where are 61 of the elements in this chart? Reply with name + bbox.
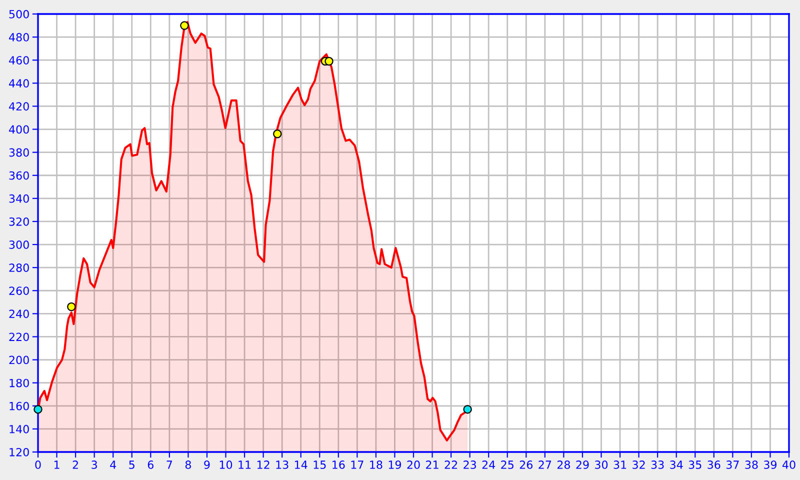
y-tick-label: 160 xyxy=(10,402,29,410)
x-tick-label: 7 xyxy=(166,460,172,469)
y-tick-label: 220 xyxy=(9,332,29,342)
x-tick-label: 20 xyxy=(407,460,420,469)
x-tick-label: 15 xyxy=(314,460,326,469)
y-tick-label: 120 xyxy=(10,448,29,456)
y-tick-label: 460 xyxy=(9,56,29,64)
x-tick-label: 25 xyxy=(501,460,514,469)
x-tick-label: 13 xyxy=(276,460,288,469)
x-tick-label: 31 xyxy=(614,460,626,469)
x-tick-label: 33 xyxy=(651,460,664,469)
x-tick-label: 38 xyxy=(745,460,758,469)
y-tick-label: 500 xyxy=(9,10,29,18)
x-tick-label: 27 xyxy=(538,460,552,469)
x-tick-label: 4 xyxy=(110,460,116,469)
y-tick-label: 260 xyxy=(9,286,29,296)
x-tick-label: 10 xyxy=(220,460,232,469)
x-tick-label: 23 xyxy=(464,460,476,469)
x-tick-label: 12 xyxy=(257,460,270,469)
x-tick-label: 8 xyxy=(185,460,191,469)
x-tick-label: 2 xyxy=(72,460,78,469)
x-tick-label: 24 xyxy=(482,460,496,469)
x-tick-label: 19 xyxy=(388,460,402,469)
y-tick-label: 400 xyxy=(9,125,29,134)
x-tick-label: 11 xyxy=(238,460,251,469)
y-tick-label: 180 xyxy=(10,378,29,388)
x-tick-label: 9 xyxy=(204,460,210,469)
x-tick-label: 6 xyxy=(148,460,154,469)
x-tick-label: 39 xyxy=(764,460,777,469)
y-tick-label: 140 xyxy=(10,424,29,434)
x-tick-label: 16 xyxy=(332,460,345,469)
y-tick-label: 280 xyxy=(9,264,29,272)
y-tick-label: 200 xyxy=(9,356,29,364)
x-tick-label: 29 xyxy=(576,460,589,469)
x-tick-label: 5 xyxy=(129,460,134,469)
x-tick-label: 21 xyxy=(426,460,438,469)
y-tick-label: 340 xyxy=(9,194,29,203)
x-tick-label: 26 xyxy=(520,460,533,469)
y-tick-label: 300 xyxy=(9,240,29,249)
x-tick-label: 34 xyxy=(670,460,683,469)
x-tick-label: 36 xyxy=(708,460,720,469)
x-tick-label: 0 xyxy=(35,460,41,469)
x-tick-label: 18 xyxy=(370,460,382,469)
x-tick-label: 35 xyxy=(688,460,702,469)
y-tick-label: 380 xyxy=(9,148,29,157)
x-tick-label: 37 xyxy=(726,460,739,469)
y-tick-label: 480 xyxy=(9,33,29,42)
x-tick-label: 14 xyxy=(295,460,308,469)
y-tick-label: 240 xyxy=(9,310,29,318)
x-tick-label: 22 xyxy=(444,460,458,469)
x-tick-label: 3 xyxy=(92,460,97,469)
x-tick-label: 17 xyxy=(351,460,364,469)
x-tick-label: 28 xyxy=(557,460,570,469)
x-tick-label: 30 xyxy=(595,460,608,469)
x-tick-label: 40 xyxy=(782,460,796,469)
y-tick-label: 440 xyxy=(9,79,29,88)
x-tick-label: 32 xyxy=(632,460,645,469)
y-tick-label: 360 xyxy=(9,171,29,180)
y-tick-label: 420 xyxy=(9,102,29,111)
y-tick-label: 320 xyxy=(9,217,29,226)
x-tick-label: 1 xyxy=(54,460,60,469)
